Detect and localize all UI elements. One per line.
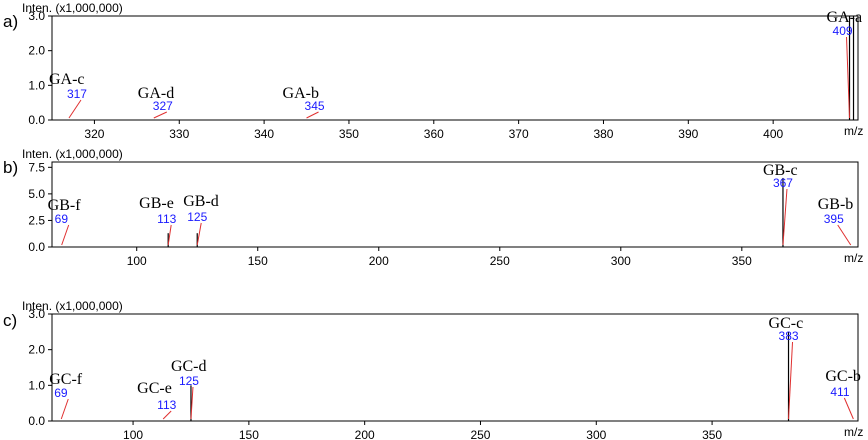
panel-c-peak-name-label: GC-e <box>137 380 172 397</box>
panel-a-x-tick-label: 350 <box>339 127 359 141</box>
panel-c-x-tick-label: 200 <box>355 428 375 440</box>
panel-c-peak-leader <box>190 386 194 420</box>
panel-a-y-tick-label: 0.0 <box>28 113 45 127</box>
panel-c-peak-mz-label: 383 <box>779 329 799 343</box>
panel-a-peak-name-label: GA-b <box>283 85 319 102</box>
panel-a-peak-name-label: GA-a <box>827 9 863 26</box>
panel-a-y-axis-title: Inten. (x1,000,000) <box>22 1 123 15</box>
panel-a-peak-leader <box>153 111 168 119</box>
panel-c-y-tick-label: 1.0 <box>28 378 45 392</box>
panel-c-x-tick-label: 150 <box>239 428 259 440</box>
panel-b-peak-mz-label: 395 <box>824 212 844 226</box>
panel-a-peak-mz-label: 409 <box>833 24 853 38</box>
panel-a-y-tick-label: 2.0 <box>28 44 45 58</box>
panel-c-peak-mz-label: 69 <box>54 386 68 400</box>
panel-a-x-tick-label: 380 <box>593 127 613 141</box>
panel-c-x-tick-label: 250 <box>470 428 490 440</box>
panel-c-plot-frame <box>51 313 859 422</box>
panel-b-x-tick-label: 350 <box>732 254 752 268</box>
panel-b-peak-mz-label: 69 <box>55 212 69 226</box>
panel-c-peak-name-label: GC-b <box>825 368 861 385</box>
panel-c-peak-mz-label: 113 <box>157 398 176 412</box>
panel-b-x-tick-label: 200 <box>369 254 389 268</box>
panel-c-y-tick-label: 0.0 <box>28 414 45 428</box>
panel-c-y-axis-title: Inten. (x1,000,000) <box>22 299 123 313</box>
panel-a-peak-mz-label: 317 <box>67 87 87 101</box>
panel-a-x-tick-label: 320 <box>84 127 104 141</box>
panel-a-x-tick-label: 340 <box>254 127 274 141</box>
panel-b-x-tick-label: 150 <box>248 254 268 268</box>
panel-b-peak-leader <box>167 224 172 246</box>
panel-c-peak-name-label: GC-c <box>769 315 804 332</box>
panel-a-peak-mz-label: 327 <box>153 99 173 113</box>
panel-c-x-tick-label: 100 <box>123 428 143 440</box>
panel-a-y-tick-label: 1.0 <box>28 78 45 92</box>
panel-b-y-axis-title: Inten. (x1,000,000) <box>22 147 123 161</box>
panel-a-label: a) <box>3 12 18 31</box>
panel-b-x-tick-label: 300 <box>611 254 631 268</box>
panel-c-peak-leader <box>788 341 794 420</box>
panel-c-peak-leader <box>843 397 854 420</box>
panel-c-x-tick-label: 350 <box>702 428 722 440</box>
panel-a-plot-frame <box>51 15 859 121</box>
panel-a-peak-leader <box>846 36 851 119</box>
panel-b-peak-name-label: GB-c <box>763 162 798 179</box>
panel-a-peak-name-label: GA-d <box>138 85 174 102</box>
panel-b-label: b) <box>3 158 18 177</box>
panel-b-y-tick-label: 2.5 <box>28 213 45 227</box>
panel-b-peak-name-label: GB-f <box>48 197 82 214</box>
panel-b-plot-frame <box>51 161 859 248</box>
panel-a-peak-leader <box>68 99 82 119</box>
panel-b-peak-mz-label: 125 <box>187 210 207 224</box>
panel-b-peak-name-label: GB-b <box>818 196 854 213</box>
panel-b-x-tick-label: 250 <box>490 254 510 268</box>
panel-b-peak-leader <box>196 222 202 246</box>
panel-c-peak-leader <box>60 398 69 420</box>
panel-b-peak-leader <box>782 188 788 246</box>
panel-a-y-tick-label: 3.0 <box>28 9 45 23</box>
panel-a-x-tick-label: 330 <box>169 127 189 141</box>
panel-b-peak-mz-label: 113 <box>157 212 176 226</box>
panel-a-x-axis-title: m/z <box>844 124 863 138</box>
panel-b-peak-name-label: GB-d <box>183 193 219 210</box>
panel-c-x-axis-title: m/z <box>844 425 863 439</box>
panel-c-y-tick-label: 3.0 <box>28 307 45 321</box>
panel-b-peak-name-label: GB-e <box>139 195 174 212</box>
panel-b-peak-mz-label: 367 <box>773 176 793 190</box>
panel-a-peak-leader <box>306 111 319 119</box>
panel-a-x-tick-label: 390 <box>678 127 698 141</box>
panel-a-peak-mz-label: 345 <box>305 99 325 113</box>
panel-c-peak-mz-label: 411 <box>830 385 849 399</box>
panel-c-x-tick-label: 300 <box>586 428 606 440</box>
panel-c-peak-mz-label: 125 <box>179 374 199 388</box>
panel-b-x-axis-title: m/z <box>844 251 863 265</box>
panel-c-peak-name-label: GC-d <box>171 358 207 375</box>
panel-b-y-tick-label: 7.5 <box>28 160 45 174</box>
panel-b-peak-leader <box>61 224 70 246</box>
panel-b-x-tick-label: 100 <box>127 254 147 268</box>
panel-b-y-tick-label: 5.0 <box>28 187 45 201</box>
panel-c-y-tick-label: 2.0 <box>28 343 45 357</box>
panel-b-y-tick-label: 0.0 <box>28 240 45 254</box>
panel-a-x-tick-label: 360 <box>424 127 444 141</box>
panel-b-peak-leader <box>837 224 852 246</box>
panel-a-x-tick-label: 400 <box>763 127 783 141</box>
panel-c-label: c) <box>3 311 17 330</box>
panel-a-peak-name-label: GA-c <box>49 71 85 88</box>
panel-c-peak-leader <box>162 410 172 420</box>
panel-a-x-tick-label: 370 <box>509 127 529 141</box>
panel-c-peak-name-label: GC-f <box>49 371 83 388</box>
